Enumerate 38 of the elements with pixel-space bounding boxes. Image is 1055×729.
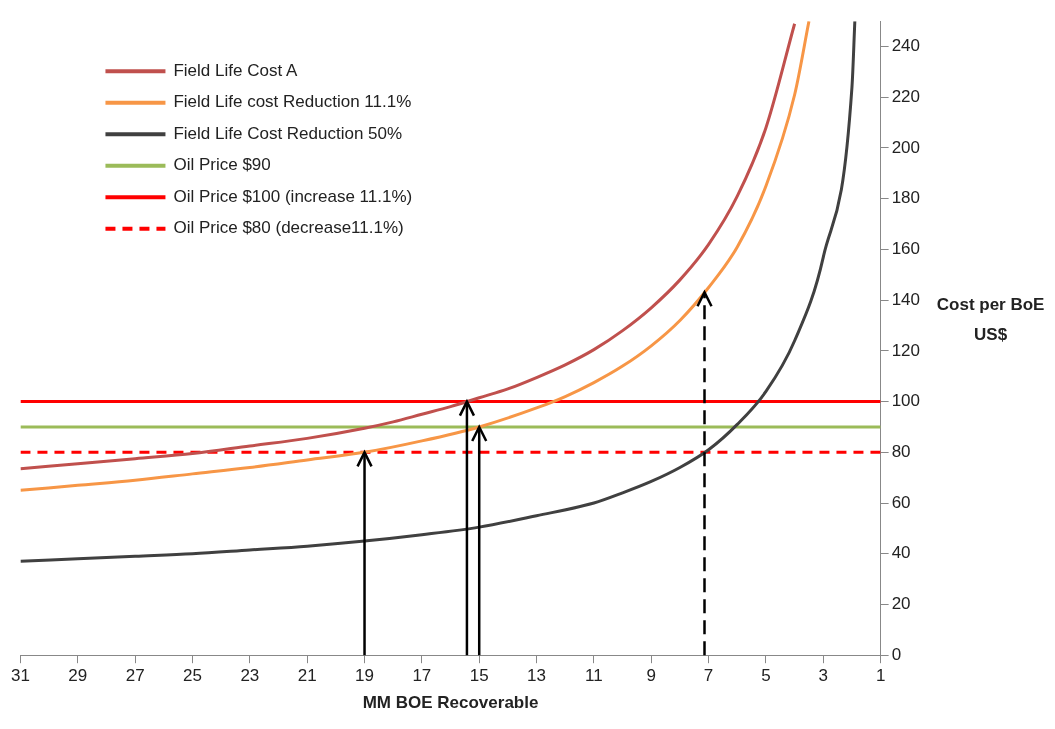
y-tick-label: 100 bbox=[891, 391, 921, 411]
y-tick-label: 120 bbox=[891, 340, 921, 360]
x-tick-label: 9 bbox=[646, 666, 656, 686]
x-tick-label: 31 bbox=[10, 666, 30, 686]
x-tick-label: 1 bbox=[875, 666, 886, 686]
x-tick-label: 21 bbox=[297, 666, 317, 686]
y-axis-title: Cost per BoE US$ bbox=[935, 294, 1046, 347]
x-axis-title: MM BOE Recoverable bbox=[362, 693, 539, 713]
legend-label: Oil Price $90 bbox=[173, 155, 271, 175]
y-tick-label: 220 bbox=[891, 86, 921, 106]
y-tick-label: 140 bbox=[891, 289, 921, 309]
legend-label: Oil Price $100 (increase 11.1%) bbox=[173, 186, 413, 206]
y-tick-label: 160 bbox=[891, 239, 921, 259]
y-tick-label: 40 bbox=[891, 543, 911, 563]
x-tick-label: 3 bbox=[818, 666, 829, 686]
x-tick-label: 23 bbox=[240, 666, 260, 686]
x-tick-label: 25 bbox=[183, 666, 202, 686]
y-tick-label: 60 bbox=[891, 492, 911, 512]
y-tick-label: 0 bbox=[891, 644, 902, 664]
x-tick-label: 13 bbox=[527, 666, 547, 686]
y-tick-label: 200 bbox=[891, 137, 921, 157]
x-tick-label: 29 bbox=[68, 666, 88, 686]
x-tick-label: 17 bbox=[412, 666, 432, 686]
y-tick-label: 80 bbox=[891, 442, 911, 462]
x-tick-label: 7 bbox=[703, 666, 714, 686]
x-tick-label: 15 bbox=[469, 666, 489, 686]
x-tick-label: 5 bbox=[761, 666, 771, 686]
y-tick-label: 20 bbox=[891, 594, 911, 614]
x-tick-label: 19 bbox=[355, 666, 374, 686]
legend-label: Field Life Cost Reduction 50% bbox=[173, 123, 403, 143]
x-tick-label: 27 bbox=[125, 666, 145, 686]
x-tick-label: 11 bbox=[585, 666, 603, 686]
line-series bbox=[20, 21, 857, 563]
y-tick-label: 240 bbox=[891, 36, 921, 56]
legend-label: Oil Price $80 (decrease11.1%) bbox=[173, 218, 404, 238]
legend-label: Field Life Cost A bbox=[173, 60, 298, 80]
legend-label: Field Life cost Reduction 11.1% bbox=[173, 92, 412, 112]
y-tick-label: 180 bbox=[891, 188, 921, 208]
